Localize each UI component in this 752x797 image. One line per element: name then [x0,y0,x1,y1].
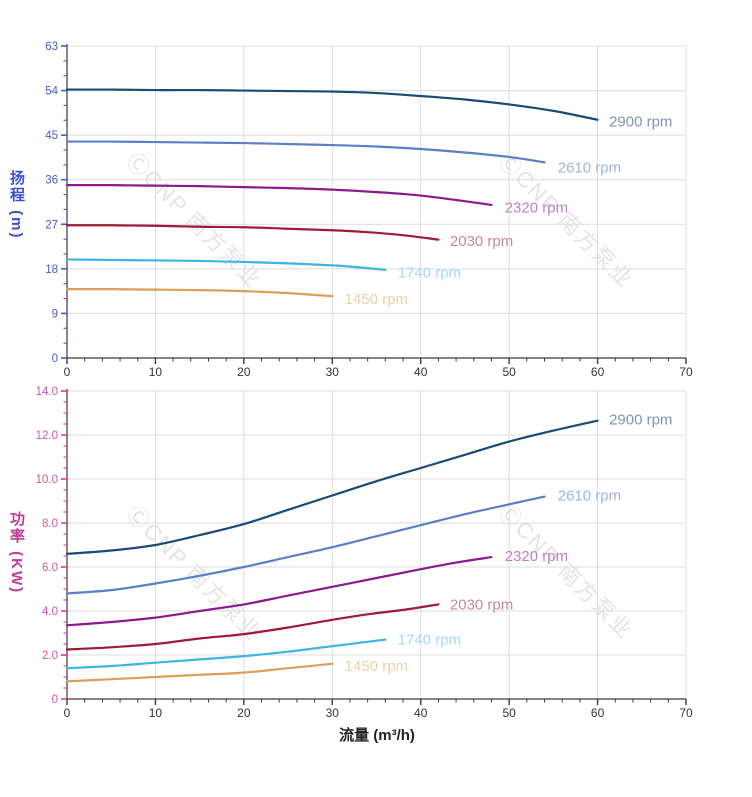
curve-2320-rpm [65,556,493,627]
y-tick-label: 6.0 [42,562,58,574]
x-axis-title: 流量 (m³/h) [339,727,415,744]
y-tick-label: 9 [52,308,58,320]
y-tick-label: 0 [52,353,58,365]
x-tick-label: 40 [414,706,428,720]
curve-2320-rpm [65,184,493,207]
y-tick-label: 54 [45,86,58,98]
x-tick-label: 10 [149,706,163,720]
y-tick-label: 63 [45,41,58,53]
y-tick-label: 4.0 [42,606,58,618]
y-tick-label: 0 [52,694,58,706]
x-tick-label: 30 [326,706,340,720]
x-tick-label: 10 [149,365,163,379]
curve-2610-rpm [65,140,546,164]
curve-label-1740-rpm: 1740 rpm [398,632,461,649]
curve-label-2320-rpm: 2320 rpm [505,199,568,216]
x-tick-label: 0 [64,706,71,720]
curve-1450-rpm [65,288,334,298]
curve-label-2610-rpm: 2610 rpm [558,159,621,176]
y-tick-label: 27 [45,219,58,231]
curve-label-2900-rpm: 2900 rpm [609,412,672,429]
curve-1740-rpm [65,258,387,271]
y-axis-title-power: 功率 (KW) [8,511,25,595]
x-tick-label: 50 [502,365,516,379]
curve-label-2320-rpm: 2320 rpm [505,548,568,565]
x-tick-label: 50 [502,706,516,720]
curve-2610-rpm [65,495,546,595]
x-tick-label: 60 [591,365,605,379]
x-tick-label: 70 [679,706,693,720]
curve-label-2030-rpm: 2030 rpm [450,596,513,613]
watermark-text: ⒸCNP 南方泵业 [493,499,638,644]
curve-2030-rpm [65,224,440,241]
curve-label-2610-rpm: 2610 rpm [558,488,621,505]
x-tick-label: 70 [679,365,693,379]
curve-2900-rpm [65,419,599,555]
y-tick-label: 12.0 [36,430,58,442]
x-tick-label: 30 [326,365,340,379]
y-tick-label: 18 [45,264,58,276]
curve-1450-rpm [65,662,334,683]
watermark-text: ⒸCNP 南方泵业 [121,148,266,293]
y-tick-label: 45 [45,130,58,142]
curve-1740-rpm [65,638,387,670]
y-tick-label: 8.0 [42,518,58,530]
curve-2030-rpm [65,603,440,651]
x-tick-label: 0 [64,365,71,379]
curve-2900-rpm [65,88,599,121]
y-tick-label: 14.0 [36,386,58,398]
y-tick-label: 2.0 [42,650,58,662]
curve-label-1740-rpm: 1740 rpm [398,264,461,281]
x-tick-label: 20 [237,706,251,720]
x-tick-label: 20 [237,365,251,379]
curve-label-2900-rpm: 2900 rpm [609,113,672,130]
x-tick-label: 40 [414,365,428,379]
curve-label-1450-rpm: 1450 rpm [345,291,408,308]
curve-label-1450-rpm: 1450 rpm [345,658,408,675]
x-tick-label: 60 [591,706,605,720]
y-tick-label: 36 [45,175,58,187]
y-axis-title-head: 扬程 (m) [8,170,25,240]
y-tick-label: 10.0 [36,474,58,486]
curve-label-2030-rpm: 2030 rpm [450,233,513,250]
